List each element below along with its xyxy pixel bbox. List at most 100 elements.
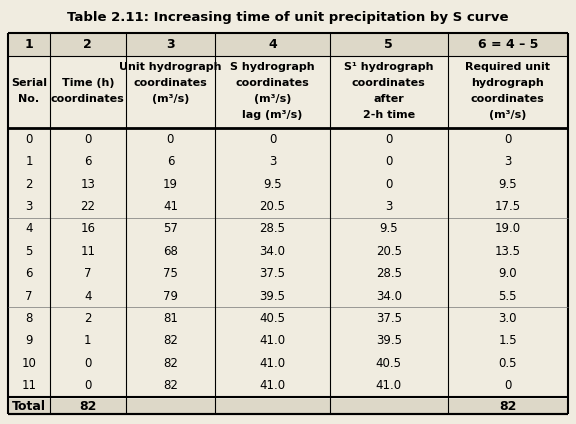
Text: 22: 22 <box>80 200 95 213</box>
Text: 0: 0 <box>166 133 174 146</box>
Text: Total: Total <box>12 400 46 413</box>
Text: 6: 6 <box>25 267 33 280</box>
Text: 16: 16 <box>80 222 95 235</box>
Text: 79: 79 <box>163 290 178 303</box>
Text: 5: 5 <box>384 38 393 51</box>
Text: 0: 0 <box>269 133 276 146</box>
Text: 4: 4 <box>84 290 92 303</box>
Text: after: after <box>373 94 404 104</box>
Text: (m³/s): (m³/s) <box>489 110 526 120</box>
Text: S hydrograph: S hydrograph <box>230 62 315 72</box>
Text: 0: 0 <box>84 379 92 392</box>
Text: 4: 4 <box>268 38 277 51</box>
Text: 57: 57 <box>163 222 178 235</box>
Text: 4: 4 <box>25 222 33 235</box>
Text: 0: 0 <box>385 155 392 168</box>
Text: 82: 82 <box>163 335 178 347</box>
Bar <box>8 128 568 397</box>
Text: 8: 8 <box>25 312 33 325</box>
Text: 9.5: 9.5 <box>498 178 517 190</box>
Text: 6: 6 <box>84 155 92 168</box>
Text: 9.5: 9.5 <box>263 178 282 190</box>
Text: 81: 81 <box>163 312 178 325</box>
Text: coordinates: coordinates <box>134 78 207 88</box>
Text: 68: 68 <box>163 245 178 258</box>
Bar <box>8 33 568 56</box>
Text: 40.5: 40.5 <box>260 312 286 325</box>
Text: coordinates: coordinates <box>51 94 124 104</box>
Text: 9: 9 <box>25 335 33 347</box>
Text: coordinates: coordinates <box>352 78 426 88</box>
Text: Required unit: Required unit <box>465 62 550 72</box>
Text: 37.5: 37.5 <box>376 312 402 325</box>
Text: 0: 0 <box>504 133 511 146</box>
Text: 0: 0 <box>504 379 511 392</box>
Text: 19: 19 <box>163 178 178 190</box>
Text: 5.5: 5.5 <box>499 290 517 303</box>
Text: Table 2.11: Increasing time of unit precipitation by S curve: Table 2.11: Increasing time of unit prec… <box>67 11 509 25</box>
Text: hydrograph: hydrograph <box>471 78 544 88</box>
Text: Time (h): Time (h) <box>62 78 114 88</box>
Text: (m³/s): (m³/s) <box>151 94 189 104</box>
Text: 11: 11 <box>21 379 36 392</box>
Text: 9.5: 9.5 <box>380 222 398 235</box>
Text: 0: 0 <box>385 178 392 190</box>
Text: 2: 2 <box>84 312 92 325</box>
Text: coordinates: coordinates <box>471 94 545 104</box>
Text: 28.5: 28.5 <box>260 222 286 235</box>
Text: 34.0: 34.0 <box>376 290 402 303</box>
Text: 1: 1 <box>25 38 33 51</box>
Text: 3.0: 3.0 <box>499 312 517 325</box>
Text: 19.0: 19.0 <box>495 222 521 235</box>
Text: 1: 1 <box>84 335 92 347</box>
Text: 40.5: 40.5 <box>376 357 402 370</box>
Text: coordinates: coordinates <box>236 78 309 88</box>
Text: 82: 82 <box>163 379 178 392</box>
Text: 20.5: 20.5 <box>260 200 286 213</box>
Text: Serial: Serial <box>11 78 47 88</box>
Text: 0: 0 <box>84 133 92 146</box>
Text: 3: 3 <box>269 155 276 168</box>
Text: 6: 6 <box>166 155 174 168</box>
Text: 41: 41 <box>163 200 178 213</box>
Text: 5: 5 <box>25 245 33 258</box>
Text: 41.0: 41.0 <box>260 379 286 392</box>
Text: 3: 3 <box>166 38 175 51</box>
Text: Unit hydrograph: Unit hydrograph <box>119 62 222 72</box>
Text: 0: 0 <box>84 357 92 370</box>
Text: 20.5: 20.5 <box>376 245 402 258</box>
Text: 11: 11 <box>80 245 95 258</box>
Text: 9.0: 9.0 <box>498 267 517 280</box>
Text: 82: 82 <box>163 357 178 370</box>
Text: 2-h time: 2-h time <box>363 110 415 120</box>
Text: 0.5: 0.5 <box>499 357 517 370</box>
Text: 3: 3 <box>385 200 392 213</box>
Text: 34.0: 34.0 <box>260 245 286 258</box>
Text: S¹ hydrograph: S¹ hydrograph <box>344 62 434 72</box>
Text: 2: 2 <box>84 38 92 51</box>
Text: 13: 13 <box>81 178 95 190</box>
Text: 7: 7 <box>84 267 92 280</box>
Text: 7: 7 <box>25 290 33 303</box>
Text: 37.5: 37.5 <box>260 267 286 280</box>
Text: 39.5: 39.5 <box>376 335 402 347</box>
Text: 28.5: 28.5 <box>376 267 402 280</box>
Text: 41.0: 41.0 <box>376 379 402 392</box>
Text: 1: 1 <box>25 155 33 168</box>
Text: 82: 82 <box>499 400 517 413</box>
Text: 39.5: 39.5 <box>260 290 286 303</box>
Text: 0: 0 <box>25 133 33 146</box>
Text: 3: 3 <box>25 200 33 213</box>
Text: 2: 2 <box>25 178 33 190</box>
Text: 13.5: 13.5 <box>495 245 521 258</box>
Bar <box>8 399 568 414</box>
Text: (m³/s): (m³/s) <box>254 94 291 104</box>
Text: 1.5: 1.5 <box>498 335 517 347</box>
Text: 82: 82 <box>79 400 97 413</box>
Text: 75: 75 <box>163 267 178 280</box>
Text: 41.0: 41.0 <box>260 335 286 347</box>
Text: 6 = 4 – 5: 6 = 4 – 5 <box>478 38 538 51</box>
Text: 3: 3 <box>504 155 511 168</box>
Text: 10: 10 <box>21 357 36 370</box>
Text: 0: 0 <box>385 133 392 146</box>
